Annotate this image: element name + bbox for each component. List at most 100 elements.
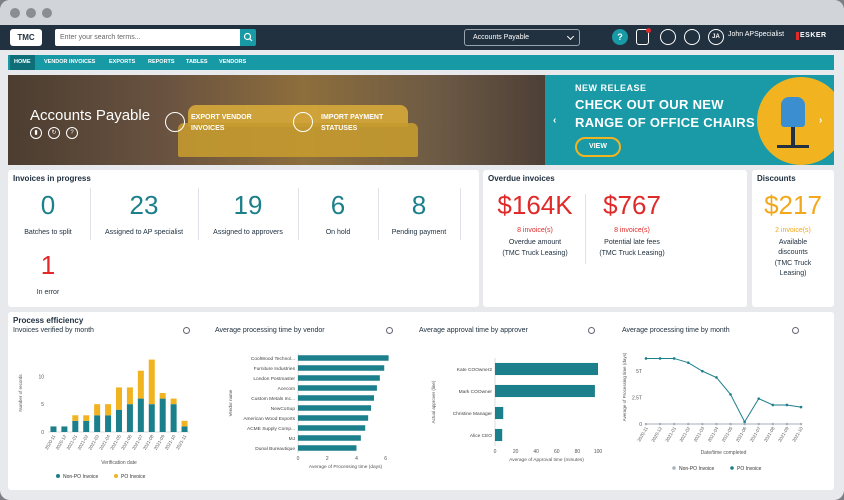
nav-exports[interactable]: EXPORTS [109,59,136,65]
x-tick-label: 0 [297,456,300,462]
point [658,357,662,360]
bar-non-po-invoice [105,415,112,432]
x-axis-label: Average of Processing time (days) [309,464,383,470]
chevron-down-icon [566,32,575,41]
user-name[interactable]: John APSpecialist [728,31,785,38]
promo-view-button[interactable]: VIEW [575,137,621,157]
bar-po-invoice [105,404,112,416]
point [644,422,648,426]
nav-tables[interactable]: TABLES [186,59,208,65]
bar [298,425,366,431]
x-tick-label: 2021-05 [721,426,734,443]
carousel-prev-icon[interactable]: ‹ [553,115,557,126]
export-icon[interactable] [165,112,185,132]
y-tick-label: Acecom [278,386,295,392]
discounts-label: Available discounts [778,239,808,256]
window-close-dot[interactable] [10,8,20,18]
assigned-ap-value[interactable]: 23 [129,190,159,220]
discounts-value[interactable]: $217 [764,190,822,220]
promo-headline: CHECK OUT OUR NEW RANGE OF OFFICE CHAIRS [575,97,755,130]
zoom-icon[interactable] [588,327,595,334]
y-tick-label: 0 [639,422,642,428]
export-vendor-invoices-link[interactable]: EXPORT VENDOR INVOICES [191,114,252,132]
tasks-icon[interactable] [636,29,649,45]
late-fees-value[interactable]: $767 [603,190,661,220]
point [743,420,746,424]
overdue-amount-value[interactable]: $164K [497,190,573,220]
x-tick-label: 80 [575,449,581,455]
help-icon[interactable]: ? [612,29,628,45]
line-po-invoice [646,357,802,423]
search-icon [243,32,253,42]
on-hold-value[interactable]: 6 [330,190,346,220]
bar [298,415,369,421]
bar [298,355,389,361]
search-button[interactable] [240,29,256,46]
x-tick-label: 2021-07 [749,426,762,443]
pending-payment-value[interactable]: 8 [411,190,427,220]
chart-icon[interactable]: ▮ [30,127,42,139]
x-tick-label: 4 [355,456,358,462]
chart-title: Average processing time by month [622,327,730,334]
bar-non-po-invoice [83,420,90,432]
nav-vendors[interactable]: VENDORS [219,59,247,65]
batches-to-split-value[interactable]: 0 [40,190,56,220]
bar-po-invoice [170,398,177,405]
bar [298,405,372,411]
assigned-approvers-label: Assigned to approvers [213,229,283,236]
point [686,422,690,426]
lock-icon[interactable] [684,29,700,45]
bar [298,435,361,441]
overdue-amount-vendor: (TMC Truck Leasing) [502,250,568,257]
bar-po-invoice [137,370,144,399]
bar [298,385,377,391]
zoom-icon[interactable] [792,327,799,334]
bar [495,362,598,376]
y-tick-label: 0 [41,430,44,436]
x-axis-label: Verification date [101,460,137,466]
import-payment-statuses-link[interactable]: IMPORT PAYMENT STATUSES [321,114,384,132]
y-tick-label: Dunal Bureautique [255,446,295,452]
point [644,357,648,360]
tmc-logo[interactable]: TMC [10,29,42,46]
card-title: Process efficiency [13,316,84,325]
x-tick-label: 40 [533,449,539,455]
x-axis-label: Date/time completed [701,450,747,456]
x-tick-label: 2021-04 [707,426,720,443]
legend-label: PO Invoice [121,474,146,480]
on-hold-label: On hold [325,229,351,236]
bar [298,375,380,381]
avatar[interactable]: JA [708,29,724,45]
window-minimize-dot[interactable] [26,8,36,18]
application-selector[interactable]: Accounts Payable [464,29,580,46]
assigned-approvers-value[interactable]: 19 [233,190,263,220]
nav-home[interactable]: HOME [10,55,35,70]
nav-vendor-invoices[interactable]: VENDOR INVOICES [44,59,96,65]
in-error-value[interactable]: 1 [40,250,56,280]
search-input[interactable]: Enter your search terms... [55,29,241,46]
bar-non-po-invoice [126,404,133,432]
discounts-count: 2 invoice(s) [775,227,811,234]
window-maximize-dot[interactable] [42,8,52,18]
legend-swatch [672,466,676,470]
y-tick-label: Furniture Industries [254,366,296,372]
y-tick-label: 10 [38,374,44,380]
legend-swatch [730,466,734,470]
zoom-icon[interactable] [183,327,190,334]
point [799,405,803,409]
bar-non-po-invoice [159,398,166,432]
import-icon[interactable] [293,112,313,132]
bar [298,365,385,371]
refresh-icon[interactable]: ↻ [48,127,60,139]
legend-label: Non-PO Invoice [679,466,715,472]
bar-non-po-invoice [137,398,144,432]
legend-label: PO Invoice [737,466,762,472]
point [686,361,690,364]
bell-icon[interactable] [660,29,676,45]
overdue-amount-count: 8 invoice(s) [517,227,553,234]
zoom-icon[interactable] [386,327,393,334]
help-circle-icon[interactable]: ? [66,127,78,139]
carousel-next-icon[interactable]: › [819,115,823,126]
nav-reports[interactable]: REPORTS [148,59,175,65]
